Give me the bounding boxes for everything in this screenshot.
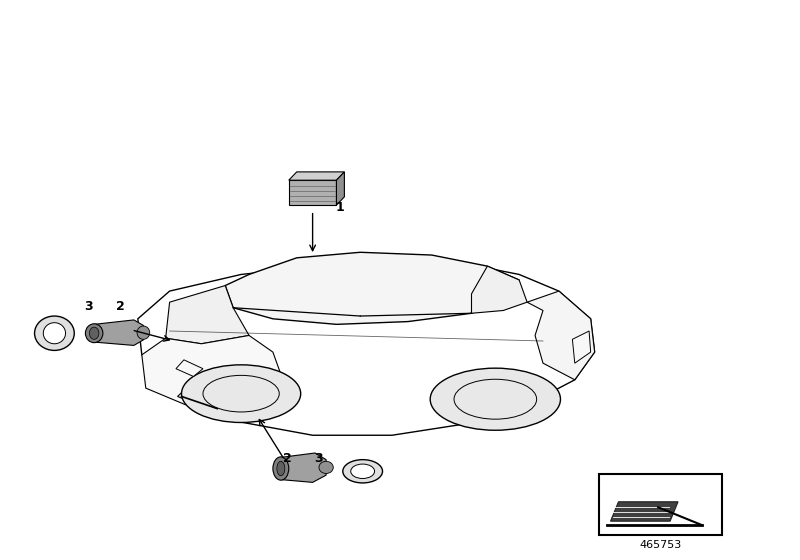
Text: 1: 1: [336, 202, 345, 214]
Ellipse shape: [430, 368, 561, 430]
Ellipse shape: [43, 323, 66, 344]
Ellipse shape: [90, 327, 99, 339]
Polygon shape: [527, 291, 594, 380]
Text: 2: 2: [283, 452, 291, 465]
Ellipse shape: [86, 324, 103, 343]
Text: 2: 2: [116, 300, 125, 313]
Ellipse shape: [137, 326, 150, 339]
Polygon shape: [610, 502, 678, 521]
Polygon shape: [166, 286, 249, 344]
Polygon shape: [94, 320, 143, 346]
Text: 465753: 465753: [639, 540, 682, 550]
Polygon shape: [138, 263, 594, 435]
Ellipse shape: [319, 461, 334, 474]
Ellipse shape: [273, 457, 289, 480]
Ellipse shape: [182, 365, 301, 422]
Ellipse shape: [350, 464, 374, 478]
Polygon shape: [289, 172, 344, 180]
Polygon shape: [337, 172, 344, 205]
Polygon shape: [471, 266, 527, 313]
Polygon shape: [572, 331, 590, 363]
Polygon shape: [142, 335, 281, 405]
Polygon shape: [226, 252, 519, 324]
Ellipse shape: [277, 461, 285, 475]
Polygon shape: [281, 453, 326, 482]
Text: 3: 3: [314, 452, 323, 465]
Text: 3: 3: [84, 300, 93, 313]
Ellipse shape: [34, 316, 74, 351]
Polygon shape: [178, 385, 249, 421]
Ellipse shape: [342, 460, 382, 483]
Polygon shape: [176, 360, 203, 376]
Polygon shape: [289, 180, 337, 205]
